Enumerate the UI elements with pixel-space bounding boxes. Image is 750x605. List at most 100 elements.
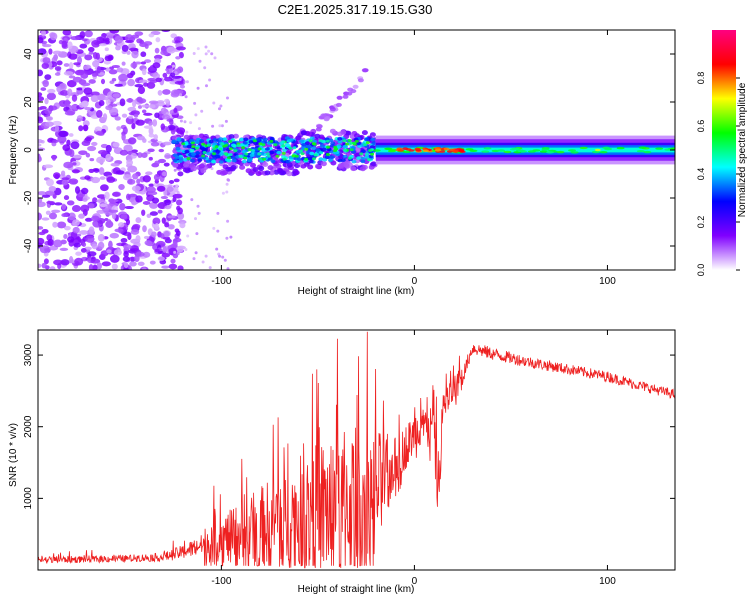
spectrogram-cell [48,212,58,220]
spectrogram-cell [94,126,102,133]
spectrogram-cell [53,259,63,266]
spectrogram-cell [152,72,160,79]
spectrogram-cell [72,219,80,227]
spectrogram-cell [42,79,49,88]
spectrogram-cell [38,201,46,208]
spectrogram-cell [110,162,120,167]
spectrogram-cell [275,154,280,158]
spectrogram-cell [157,158,167,164]
spectrogram-cell [44,121,54,127]
spectrogram-cell [232,144,237,148]
spectrogram-cell [264,147,270,151]
spectrogram-cell [156,101,165,107]
spectrogram-cell [96,199,106,203]
spectrogram-cell [149,79,158,84]
spectrogram-cell [67,41,73,50]
snr-y-tick-label: 2000 [23,415,34,438]
spectrogram-cell [198,163,205,169]
spectrogram-cell [97,149,108,155]
spectrogram-cell [448,148,455,152]
spectrogram-cell [261,143,266,147]
spectrogram-cell [38,212,43,221]
spectrogram-cell [171,75,182,79]
spectrogram-cell [203,66,207,70]
spectrogram-cell [222,137,228,141]
spectrogram-cell [173,186,179,193]
spectrogram-cell [169,72,176,77]
spectrogram-cell [141,68,147,76]
spectrogram-cell [38,48,47,55]
spectrogram-cell [45,210,51,216]
spectrogram-cell [252,167,259,172]
spectrogram-cell [177,265,184,270]
spectrogram-cell [76,56,83,65]
spectrogram-cell [190,198,194,202]
spectrogram-cell [320,161,327,167]
spectrogram-cell [315,148,321,152]
spectrogram-cell [83,87,93,95]
spectrogram-cell [148,104,156,109]
spectrogram-cell [352,141,356,145]
spectrogram-cell [655,147,664,150]
spectrogram-cell [93,168,100,173]
spectrogram-cell [189,121,193,125]
spectrogram-cell [218,107,221,111]
spectrogram-cell [225,182,229,186]
spectrogram-cell [160,50,169,56]
spectrogram-cell [132,173,139,180]
spectrogram-cell [95,130,104,136]
spectrogram-cell [204,254,208,258]
snr-x-label: Height of straight line (km) [298,584,415,595]
spectrogram-cell [196,86,200,90]
spectrogram-cell [208,139,214,144]
spectrogram-cell [337,158,343,163]
spectrogram-cell [268,170,275,176]
spectrogram-cell [129,245,139,252]
spectrogram-cell [80,204,90,213]
spectrogram-cell [119,98,126,107]
spectrogram-cell [200,168,207,174]
spectrogram-cell [248,140,254,144]
spectrogram-cell [148,127,154,135]
spectrogram-cell [354,152,361,158]
spectrogram-cell [226,219,230,223]
spectrogram-cell [114,35,124,44]
spectrogram-cell [122,256,131,262]
spectrogram-cell [602,146,611,149]
spectrogram-cell [38,237,45,245]
spectrogram-cell [38,154,41,162]
spectrogram-cell [269,139,274,143]
spectrogram-cell [636,150,645,153]
spectrogram-cell [67,236,75,243]
spectrogram-cell [70,104,77,110]
spectrogram-cell [228,140,233,143]
spectrogram-cell [152,119,158,127]
spectrogram-cell [313,153,318,157]
spectrogram-cell [212,101,216,105]
spectrogram-cell [218,254,222,258]
spectrogram-cell [38,95,45,102]
spectrogram-cell [151,231,157,238]
spectrogram-cell [257,147,262,151]
spectrogram-cell [304,147,309,151]
spectrogram-cell [286,162,293,168]
spectrogram-cell [483,147,492,150]
spectrogram-cell [41,262,47,269]
spectrogram-cell [72,76,83,83]
spectrogram-cell [282,157,287,161]
spectrogram-cell [109,254,120,263]
spectrogram-cell [87,203,95,209]
spectrogram-cell [99,203,107,208]
spectrogram-cell [328,158,334,162]
spectrogram-cell [228,147,233,151]
spectrogram-cell [218,124,222,128]
spectrogram-cell [87,145,97,152]
spectrogram-cell [264,170,271,176]
spectrogram-cell [38,143,42,147]
spectrogram-cell [347,139,352,142]
spectrogram-cell [84,30,93,38]
spectrogram-cell [288,138,294,142]
spectrogram-cell [151,197,160,204]
spectrogram-cell [166,65,173,69]
spectrogram-cell [363,143,368,147]
